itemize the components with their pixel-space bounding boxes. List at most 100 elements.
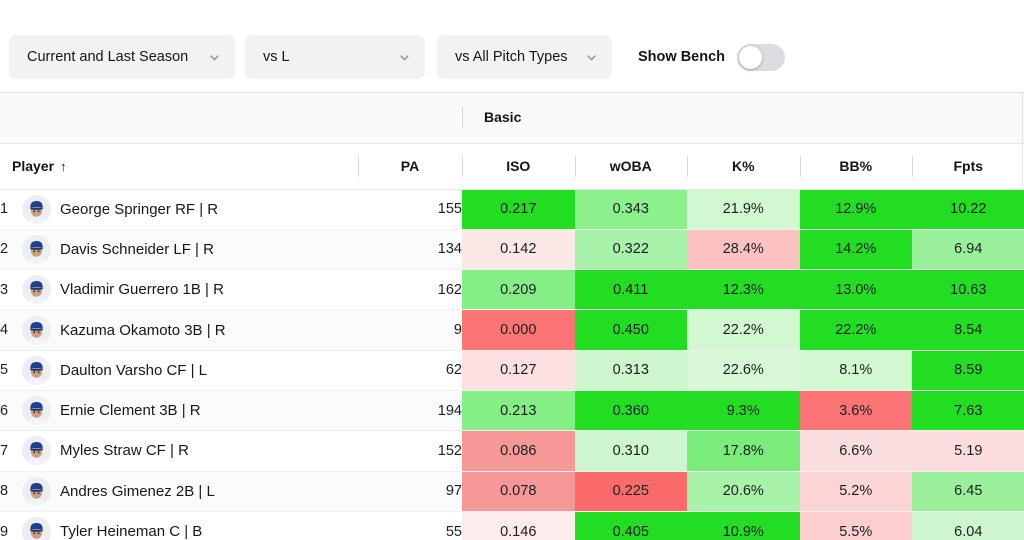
row-rank: 3 bbox=[0, 269, 18, 311]
row-player-cell[interactable]: Ernie Clement 3B | R bbox=[18, 390, 358, 432]
table-row[interactable]: 8 Andres Gimenez 2B | L 97 0.078 0.225 20.6% 5… bbox=[0, 471, 1024, 512]
player-avatar-icon bbox=[22, 396, 51, 426]
row-pa: 62 bbox=[358, 350, 462, 391]
row-pa: 152 bbox=[358, 430, 462, 472]
table-header: Basic Player ↑ PA ISO bbox=[0, 93, 1024, 190]
table-row[interactable]: 9 Tyler Heineman C | B 55 0.146 0.405 10.9% 5.… bbox=[0, 511, 1024, 540]
player-stats-table: Basic Player ↑ PA ISO bbox=[0, 93, 1024, 540]
row-stat-bb: 3.6% bbox=[799, 390, 912, 432]
header-right-divider bbox=[1022, 93, 1023, 190]
row-stat-k: 22.2% bbox=[687, 309, 800, 351]
player-name: Myles Straw CF | R bbox=[60, 442, 189, 460]
toggle-knob bbox=[739, 45, 763, 69]
player-avatar-icon bbox=[22, 436, 51, 466]
row-stat-fpts: 6.04 bbox=[912, 511, 1024, 540]
chevron-down-icon bbox=[400, 54, 409, 60]
row-rank: 6 bbox=[0, 390, 18, 432]
row-stat-bb: 14.2% bbox=[799, 229, 912, 271]
row-stat-bb: 13.0% bbox=[799, 269, 912, 311]
column-header-row: Player ↑ PA ISO wOBA bbox=[0, 143, 1024, 190]
show-bench-label: Show Bench bbox=[638, 49, 726, 65]
column-header-player-label: Player bbox=[12, 158, 55, 174]
row-stat-bb: 22.2% bbox=[799, 309, 912, 351]
show-bench-toggle[interactable] bbox=[737, 43, 786, 71]
player-avatar-icon bbox=[22, 234, 51, 264]
stats-table-container[interactable]: Basic Player ↑ PA ISO bbox=[0, 93, 1024, 540]
group-basic: Basic bbox=[462, 93, 1024, 142]
column-group-row: Basic bbox=[0, 93, 1024, 144]
player-name: Tyler Heineman C | B bbox=[60, 523, 203, 540]
row-stat-k: 28.4% bbox=[687, 229, 800, 271]
row-stat-woba: 0.360 bbox=[574, 390, 687, 432]
column-divider bbox=[799, 155, 801, 177]
pitch-type-filter-select[interactable]: vs All Pitch Types bbox=[437, 35, 612, 79]
row-pa: 194 bbox=[358, 390, 462, 432]
column-header-bb-label: BB% bbox=[839, 158, 873, 174]
season-filter-value: Current and Last Season bbox=[27, 49, 189, 65]
column-header-bb[interactable]: BB% bbox=[799, 143, 912, 190]
row-stat-woba: 0.450 bbox=[574, 309, 687, 351]
column-header-fpts-label: Fpts bbox=[953, 158, 984, 174]
row-pa: 134 bbox=[358, 229, 462, 271]
column-header-fpts[interactable]: Fpts bbox=[912, 143, 1024, 190]
row-pa: 162 bbox=[358, 269, 462, 311]
table-row[interactable]: 2 Davis Schneider LF | R 134 0.142 0.322 28.4… bbox=[0, 229, 1024, 271]
row-player-cell[interactable]: Andres Gimenez 2B | L bbox=[18, 471, 358, 512]
row-player-cell[interactable]: Kazuma Okamoto 3B | R bbox=[18, 309, 358, 351]
player-avatar-icon bbox=[22, 194, 51, 224]
row-player-cell[interactable]: Daulton Varsho CF | L bbox=[18, 350, 358, 391]
row-stat-k: 17.8% bbox=[687, 430, 800, 472]
row-stat-woba: 0.343 bbox=[574, 189, 687, 230]
row-player-cell[interactable]: George Springer RF | R bbox=[18, 189, 358, 230]
group-basic-label: Basic bbox=[484, 109, 522, 126]
season-filter-select[interactable]: Current and Last Season bbox=[9, 35, 235, 79]
row-stat-k: 10.9% bbox=[687, 511, 800, 540]
pitch-type-filter-value: vs All Pitch Types bbox=[455, 49, 568, 65]
table-row[interactable]: 6 Ernie Clement 3B | R 194 0.213 0.360 9.3% 3.… bbox=[0, 390, 1024, 432]
row-stat-fpts: 6.94 bbox=[912, 229, 1024, 271]
handedness-filter-select[interactable]: vs L bbox=[245, 35, 425, 79]
row-player-cell[interactable]: Myles Straw CF | R bbox=[18, 430, 358, 472]
column-divider bbox=[687, 155, 688, 177]
column-header-iso-label: ISO bbox=[506, 158, 531, 174]
row-stat-iso: 0.142 bbox=[462, 229, 575, 271]
player-name: Kazuma Okamoto 3B | R bbox=[60, 321, 226, 339]
table-row[interactable]: 7 Myles Straw CF | R 152 0.086 0.310 17.8% 6.6… bbox=[0, 430, 1024, 472]
row-stat-iso: 0.146 bbox=[462, 511, 575, 540]
row-stat-bb: 6.6% bbox=[799, 430, 912, 472]
row-stat-fpts: 7.63 bbox=[912, 390, 1024, 432]
column-header-iso[interactable]: ISO bbox=[462, 143, 575, 190]
row-stat-bb: 8.1% bbox=[799, 350, 912, 391]
column-header-woba[interactable]: wOBA bbox=[574, 143, 687, 190]
column-header-player[interactable]: Player ↑ bbox=[0, 143, 358, 190]
column-header-k-label: K% bbox=[731, 158, 755, 174]
row-player-cell[interactable]: Vladimir Guerrero 1B | R bbox=[18, 269, 358, 311]
column-header-woba-label: wOBA bbox=[609, 158, 652, 174]
row-player-cell[interactable]: Tyler Heineman C | B bbox=[18, 511, 358, 540]
group-basic-cell: Basic bbox=[462, 93, 1024, 144]
row-stat-fpts: 10.22 bbox=[912, 189, 1024, 230]
row-stat-iso: 0.078 bbox=[462, 471, 575, 512]
row-stat-fpts: 5.19 bbox=[912, 430, 1024, 472]
player-name: Daulton Varsho CF | L bbox=[60, 361, 208, 379]
row-stat-woba: 0.313 bbox=[574, 350, 687, 391]
player-avatar-icon bbox=[22, 476, 51, 506]
row-stat-woba: 0.411 bbox=[574, 269, 687, 311]
row-pa: 55 bbox=[358, 511, 462, 540]
row-rank: 8 bbox=[0, 471, 18, 512]
column-header-pa[interactable]: PA bbox=[358, 143, 462, 190]
row-rank: 1 bbox=[0, 189, 18, 230]
table-row[interactable]: 1 George Springer RF | R 155 0.217 0.343 21.9… bbox=[0, 189, 1024, 230]
row-stat-k: 21.9% bbox=[687, 189, 800, 230]
player-name: Andres Gimenez 2B | L bbox=[60, 482, 215, 500]
row-stat-woba: 0.225 bbox=[574, 471, 687, 512]
column-divider bbox=[358, 155, 359, 177]
table-row[interactable]: 3 Vladimir Guerrero 1B | R 162 0.209 0.411 12… bbox=[0, 269, 1024, 311]
table-row[interactable]: 5 Daulton Varsho CF | L 62 0.127 0.313 22.6% 8… bbox=[0, 350, 1024, 391]
row-pa: 97 bbox=[358, 471, 462, 512]
column-header-k[interactable]: K% bbox=[687, 143, 800, 190]
group-spacer bbox=[0, 93, 462, 144]
row-player-cell[interactable]: Davis Schneider LF | R bbox=[18, 229, 358, 271]
row-pa: 155 bbox=[358, 189, 462, 230]
table-row[interactable]: 4 Kazuma Okamoto 3B | R 9 0.000 0.450 22.2% 22… bbox=[0, 309, 1024, 351]
